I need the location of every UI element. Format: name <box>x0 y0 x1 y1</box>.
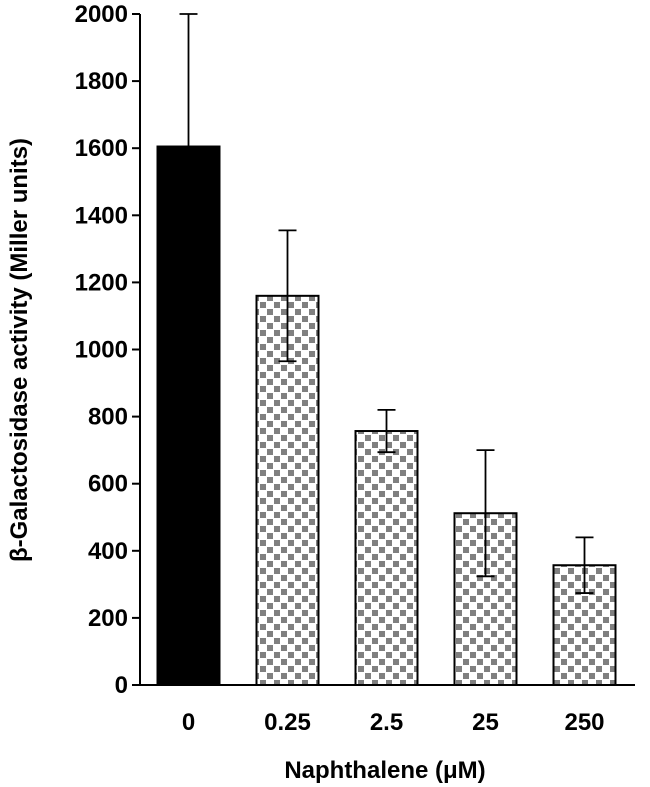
error-bars <box>179 13 594 594</box>
y-axis-title: β-Galactosidase activity (Miller units) <box>6 138 33 562</box>
y-tick-label: 400 <box>88 538 128 565</box>
x-axis-title: Naphthalene (μM) <box>284 757 485 784</box>
y-tick-label: 1000 <box>75 337 128 364</box>
x-tick-label: 0 <box>182 709 195 736</box>
x-tick-label: 250 <box>564 709 604 736</box>
x-tick-label: 2.5 <box>370 709 403 736</box>
y-tick-label: 1600 <box>75 135 128 162</box>
x-axis-tick-labels: 0 0.25 2.5 25 250 <box>182 709 605 736</box>
y-tick-label: 2000 <box>75 1 128 28</box>
bar-2.5 <box>354 430 419 686</box>
y-tick-label: 1800 <box>75 68 128 95</box>
y-tick-label: 0 <box>115 672 128 699</box>
bars <box>156 145 617 686</box>
x-tick-label: 25 <box>472 709 499 736</box>
y-tick-label: 800 <box>88 404 128 431</box>
y-tick-label: 1200 <box>75 269 128 296</box>
y-axis-ticks: 0 200 400 600 800 1000 1200 1400 1600 1800 2000 <box>75 1 140 699</box>
y-tick-label: 200 <box>88 605 128 632</box>
x-tick-label: 0.25 <box>264 709 311 736</box>
y-tick-label: 1400 <box>75 202 128 229</box>
y-tick-label: 600 <box>88 471 128 498</box>
